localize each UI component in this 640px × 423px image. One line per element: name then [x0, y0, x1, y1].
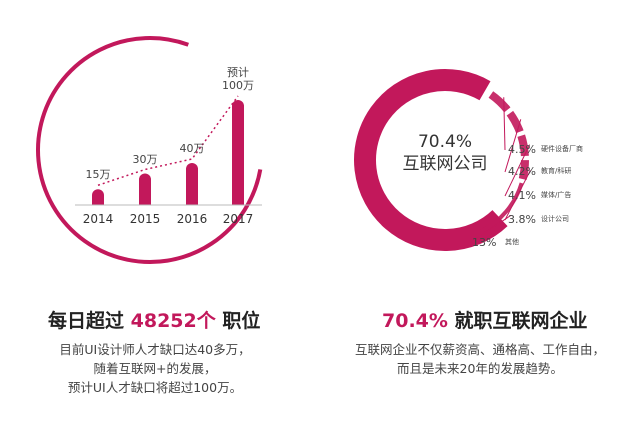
bar: [139, 173, 151, 205]
leader: [503, 97, 506, 151]
segment-value: 4.1%: [508, 189, 536, 202]
left-body: 目前UI设计师人才缺口达40多万， 随着互联网+的发展， 预计UI人才缺口将超过…: [20, 340, 290, 397]
body-line: 随着互联网+的发展，: [93, 361, 217, 376]
leader: [469, 215, 512, 244]
heading-number: 48252个: [130, 310, 216, 332]
right-heading: 70.4% 就职互联网企业: [382, 306, 588, 333]
segment-value: 13%: [472, 236, 497, 249]
year-label: 2017: [222, 212, 254, 226]
leader: [504, 119, 522, 173]
heading-text: 每日超过: [48, 310, 125, 332]
bar: [232, 100, 244, 205]
year-label: 2015: [129, 212, 161, 226]
charts: [36, 36, 531, 264]
segment-value: 4.5%: [508, 143, 536, 156]
segment-category: 设计公司: [541, 215, 569, 223]
segment-value: 4.2%: [508, 165, 536, 178]
heading-text: 就职互联网企业: [454, 310, 588, 332]
trend-line: [97, 95, 239, 186]
segment-category: 媒体/广告: [541, 191, 572, 199]
body-line: 互联网企业不仅薪资高、通格高、工作自由，: [354, 342, 605, 357]
main-arc: [354, 69, 508, 251]
body-line: 目前UI设计师人才缺口达40多万，: [59, 342, 251, 357]
segment-arc: [488, 91, 511, 113]
heading-text: 职位: [222, 310, 261, 332]
body-line: 预计UI人才缺口将超过100万。: [67, 380, 243, 395]
segment-arc: [517, 134, 529, 157]
heading-number: 70.4%: [382, 310, 448, 332]
segment-arc: [518, 160, 529, 180]
segment-arc: [506, 110, 524, 134]
value-label: 15万: [85, 168, 111, 182]
segment-category: 其他: [505, 238, 519, 246]
year-label: 2014: [82, 212, 114, 226]
body-line: 而且是未来20年的发展趋势。: [397, 361, 563, 376]
main-category: 互联网公司: [402, 154, 488, 174]
segment-category: 教育/科研: [541, 167, 572, 175]
segment-value: 3.8%: [508, 213, 536, 226]
right-body: 互联网企业不仅薪资高、通格高、工作自由， 而且是未来20年的发展趋势。: [330, 340, 630, 378]
bar: [186, 163, 198, 205]
segment-category: 硬件设备厂商: [541, 145, 583, 153]
value-label: 预计 100万: [222, 66, 254, 92]
bar: [92, 189, 104, 205]
year-label: 2016: [176, 212, 208, 226]
frame-arc: [36, 36, 263, 264]
main-value: 70.4%: [417, 132, 472, 152]
left-heading: 每日超过 48252个 职位: [48, 306, 260, 333]
leader: [504, 144, 531, 197]
segment-arc: [479, 182, 524, 234]
value-label: 40万: [179, 142, 205, 155]
value-label: 30万: [132, 152, 158, 166]
